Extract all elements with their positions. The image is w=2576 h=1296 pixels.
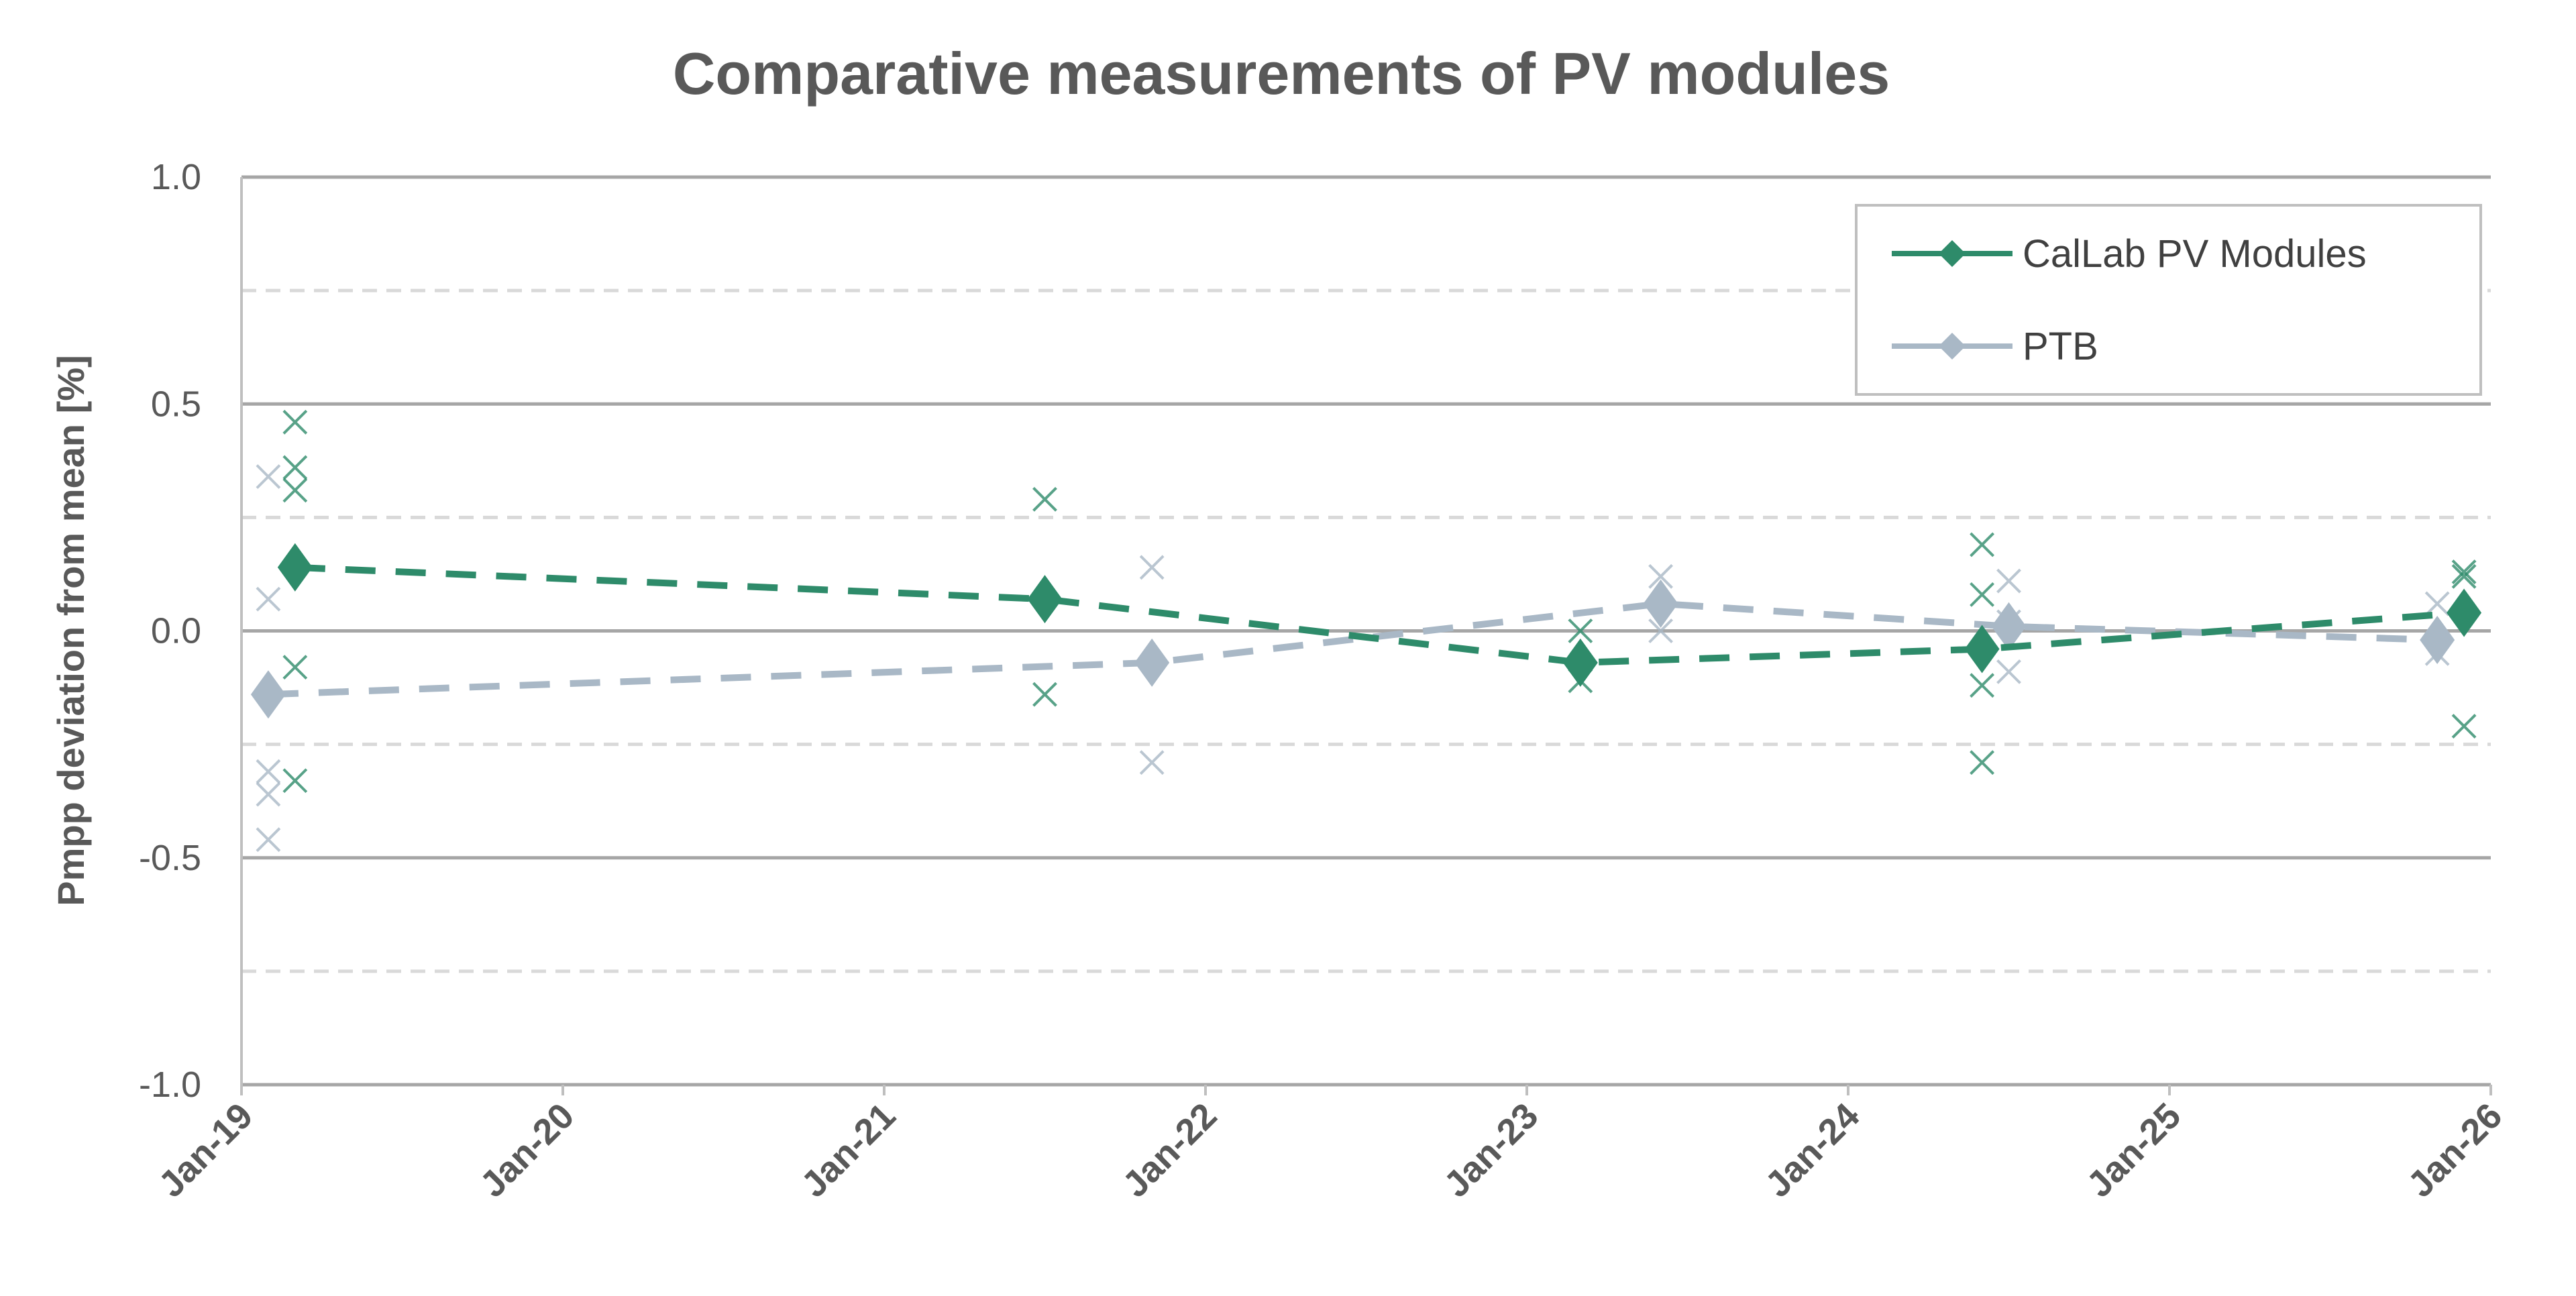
x-tick-label: Jan-25 [2079, 1095, 2188, 1205]
legend-marker-ptb [1939, 333, 1966, 360]
individual-point-callab-pv-modules [1568, 618, 1593, 643]
x-tick-label: Jan-24 [1758, 1095, 1867, 1205]
mean-point-callab-pv-modules [1027, 575, 1063, 624]
y-axis-ticks: 1.0 0.5 0.0 -0.5 -1.0 [139, 157, 201, 1105]
individual-point-ptb [1996, 568, 2021, 594]
individual-point-callab-pv-modules [1970, 750, 1994, 775]
individual-point-callab-pv-modules [2451, 563, 2477, 589]
plot-marks [250, 409, 2482, 853]
gridlines [240, 175, 2491, 1087]
individual-point-callab-pv-modules [1032, 682, 1057, 707]
individual-point-ptb [256, 586, 281, 612]
legend-marker-callab [1939, 240, 1966, 267]
individual-point-callab-pv-modules [282, 655, 308, 680]
mean-point-callab-pv-modules [2447, 588, 2482, 637]
individual-point-callab-pv-modules [282, 409, 308, 435]
x-tick-label: Jan-20 [472, 1095, 582, 1205]
individual-point-ptb [256, 759, 281, 784]
y-tick-label: 0.5 [151, 384, 201, 424]
legend: CalLab PV Modules PTB [1855, 204, 2482, 396]
mean-point-callab-pv-modules [1964, 625, 2000, 673]
y-tick-label: 1.0 [151, 157, 201, 197]
x-axis-ticks: Jan-19 Jan-20 Jan-21 Jan-22 Jan-23 Jan-24 Jan-… [151, 1085, 2510, 1205]
individual-point-ptb [256, 464, 281, 489]
x-tick-label: Jan-21 [794, 1095, 903, 1205]
individual-point-ptb [2424, 591, 2450, 616]
y-tick-label: 0.0 [151, 611, 201, 651]
mean-point-ptb [1643, 579, 1678, 628]
mean-point-ptb [1134, 638, 1170, 687]
mean-point-ptb [250, 670, 286, 719]
y-axis-label: Pmpp deviation from mean [%] [50, 355, 92, 906]
individual-point-callab-pv-modules [1970, 582, 1994, 607]
individual-point-callab-pv-modules [282, 478, 308, 503]
individual-point-ptb [1996, 659, 2021, 684]
x-tick-label: Jan-22 [1115, 1095, 1224, 1205]
individual-point-callab-pv-modules [1032, 486, 1057, 512]
individual-point-callab-pv-modules [1970, 532, 1994, 557]
mean-point-callab-pv-modules [1562, 638, 1598, 687]
x-tick-label: Jan-26 [2400, 1095, 2510, 1205]
individual-point-callab-pv-modules [282, 455, 308, 480]
mean-point-ptb [1991, 602, 2027, 651]
y-tick-label: -0.5 [139, 838, 201, 878]
individual-point-ptb [256, 781, 281, 807]
individual-point-callab-pv-modules [1970, 673, 1994, 698]
individual-point-ptb [256, 827, 281, 853]
mean-line-ptb [268, 600, 2438, 698]
individual-point-callab-pv-modules [2451, 559, 2477, 584]
individual-point-ptb [1648, 618, 1673, 643]
individual-point-ptb [1139, 750, 1165, 775]
legend-box [1855, 204, 2482, 396]
mean-line-callab-pv-modules [294, 563, 2465, 666]
individual-point-ptb [1648, 563, 1673, 589]
individual-point-ptb [1139, 555, 1165, 580]
individual-point-callab-pv-modules [282, 768, 308, 794]
chart-title: Comparative measurements of PV modules [673, 40, 1890, 107]
individual-point-callab-pv-modules [2451, 714, 2477, 739]
legend-label-callab: CalLab PV Modules [2023, 232, 2367, 276]
mean-point-callab-pv-modules [277, 543, 313, 592]
y-tick-label: -1.0 [139, 1065, 201, 1105]
x-tick-label: Jan-19 [151, 1095, 260, 1205]
legend-label-ptb: PTB [2023, 325, 2098, 368]
x-tick-label: Jan-23 [1436, 1095, 1546, 1205]
mean-point-ptb [2420, 616, 2455, 665]
